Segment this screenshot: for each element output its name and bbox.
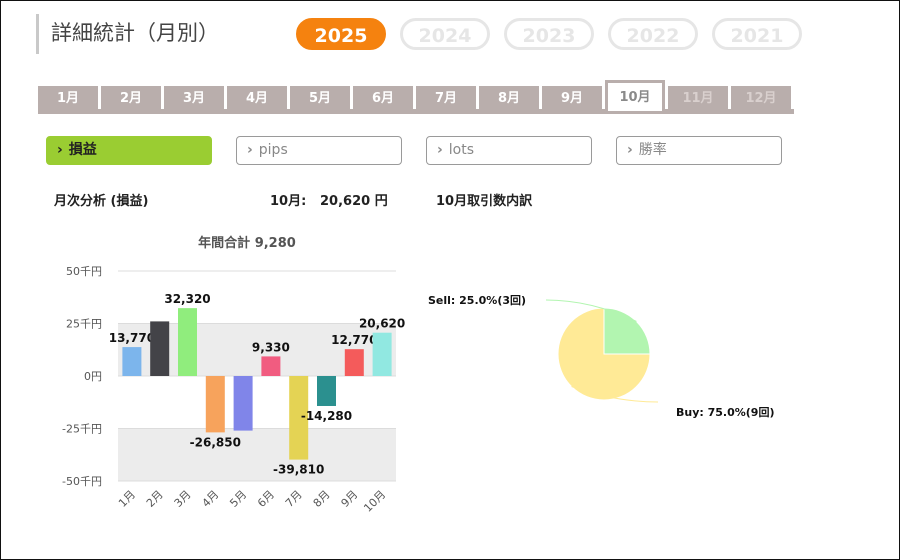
metric-label: lots	[448, 142, 475, 158]
x-tick-label: 3月	[172, 488, 194, 510]
data-label: 9,330	[252, 340, 290, 354]
pie-label: Buy: 75.0%(9回)	[676, 405, 774, 419]
data-label: -26,850	[190, 435, 241, 449]
month-tab-5[interactable]: 5月	[290, 86, 350, 110]
data-label: 12,770	[331, 333, 377, 347]
data-label: -14,280	[301, 409, 352, 423]
x-tick-label: 4月	[200, 488, 222, 510]
bar	[122, 347, 142, 376]
metric-label: 勝率	[638, 142, 667, 158]
bar	[150, 321, 170, 376]
pie-connector	[545, 299, 637, 322]
x-tick-label: 9月	[339, 488, 361, 510]
bar	[233, 376, 253, 431]
x-tick-label: 6月	[255, 488, 277, 510]
chevron-right-icon: ›	[437, 142, 443, 158]
month-tabs-baseline	[38, 109, 794, 114]
metric-button-profit[interactable]: › 損益	[46, 136, 212, 165]
x-tick-label: 7月	[283, 488, 305, 510]
metric-button-lots[interactable]: › lots	[426, 136, 592, 165]
y-tick-label: -25千円	[62, 423, 102, 436]
y-tick-label: 50千円	[66, 265, 102, 278]
month-tab-2[interactable]: 2月	[101, 86, 161, 110]
x-tick-label: 2月	[144, 488, 166, 510]
month-summary-value: 20,620 円	[320, 194, 388, 209]
bar	[317, 376, 336, 406]
month-tab-9[interactable]: 9月	[542, 86, 602, 110]
x-tick-label: 1月	[116, 488, 138, 510]
chevron-right-icon: ›	[57, 142, 63, 158]
monthly-analysis-title: 月次分析 (損益)	[54, 194, 149, 209]
month-tab-8[interactable]: 8月	[479, 86, 539, 110]
year-tab-2021[interactable]: 2021	[712, 18, 802, 50]
year-tab-2022[interactable]: 2022	[608, 18, 698, 50]
year-selector: 2025 2024 2023 2022 2021	[296, 18, 802, 50]
y-tick-label: -50千円	[62, 475, 102, 488]
month-tab-12[interactable]: 12月	[731, 86, 791, 110]
data-label: 20,620	[359, 317, 405, 331]
pie-label: Sell: 25.0%(3回)	[428, 293, 526, 307]
page-title: 詳細統計（月別）	[36, 14, 219, 54]
x-tick-label: 5月	[227, 488, 249, 510]
chart-title: 年間合計 9,280	[198, 235, 296, 251]
chevron-right-icon: ›	[627, 142, 633, 158]
data-label: -39,810	[273, 463, 324, 477]
metric-button-winrate[interactable]: › 勝率	[616, 136, 782, 165]
bar	[178, 308, 197, 376]
bar	[372, 332, 392, 376]
bar	[261, 356, 281, 376]
x-tick-label: 10月	[361, 488, 388, 515]
x-tick-label: 8月	[311, 488, 333, 510]
month-tab-7[interactable]: 7月	[416, 86, 476, 110]
chevron-right-icon: ›	[247, 142, 253, 158]
year-tab-2023[interactable]: 2023	[504, 18, 594, 50]
pie-connector	[571, 386, 659, 403]
month-tabs: 1月 2月 3月 4月 5月 6月 7月 8月 9月 10月 11月 12月	[38, 80, 794, 114]
plot-band	[118, 428, 396, 481]
data-label: 32,320	[164, 292, 210, 306]
metric-button-pips[interactable]: › pips	[236, 136, 402, 165]
data-label: 13,770	[109, 331, 155, 345]
year-tab-2025[interactable]: 2025	[296, 18, 386, 50]
bar	[289, 376, 309, 460]
trade-breakdown-title: 10月取引数内訳	[436, 194, 533, 209]
month-tab-3[interactable]: 3月	[164, 86, 224, 110]
bar	[205, 376, 225, 433]
trade-breakdown-pie-chart: Sell: 25.0%(3回) Buy: 75.0%(9回)	[428, 293, 774, 419]
metric-label: 損益	[68, 142, 97, 158]
y-tick-label: 0円	[84, 370, 102, 383]
month-summary-label: 10月:	[270, 194, 307, 209]
month-tab-10[interactable]: 10月	[605, 80, 665, 111]
month-tab-1[interactable]: 1月	[38, 86, 98, 110]
monthly-profit-bar-chart: 年間合計 9,280 50千円 25千円 0円 -25千円 -50千円 13,770 1月 2月…	[62, 235, 405, 515]
month-tab-6[interactable]: 6月	[353, 86, 413, 110]
year-tab-2024[interactable]: 2024	[400, 18, 490, 50]
bar	[344, 349, 364, 376]
month-tab-11[interactable]: 11月	[668, 86, 728, 110]
month-tab-4[interactable]: 4月	[227, 86, 287, 110]
pie-slice	[603, 307, 651, 355]
y-tick-label: 25千円	[66, 318, 102, 331]
metric-label: pips	[258, 142, 288, 158]
